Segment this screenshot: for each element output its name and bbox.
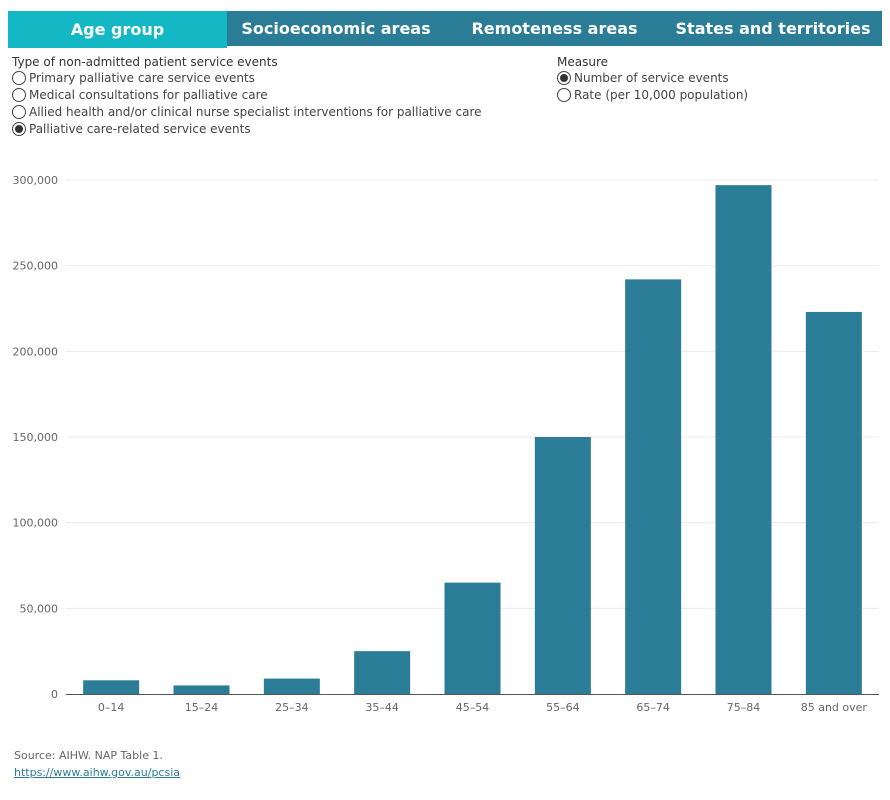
x-tick-label: 75–84 [727,701,761,714]
bar [354,651,411,694]
bar [625,279,682,694]
option-label: Medical consultations for palliative car… [29,88,268,102]
y-tick-label: 300,000 [13,174,59,187]
type-filter-title: Type of non-admitted patient service eve… [12,55,278,69]
source-note: Source: AIHW. NAP Table 1. [14,749,163,762]
view-tabs: Age group Socioeconomic areas Remoteness… [8,11,882,48]
type-option-palliative-related[interactable]: Palliative care-related service events [12,122,251,136]
measure-option-rate[interactable]: Rate (per 10,000 population) [557,88,748,102]
type-option-medical[interactable]: Medical consultations for palliative car… [12,88,268,102]
option-label: Primary palliative care service events [29,71,255,85]
type-option-allied-health[interactable]: Allied health and/or clinical nurse spec… [12,105,482,119]
option-label: Allied health and/or clinical nurse spec… [29,105,482,119]
radio-checked-icon [12,122,26,136]
x-tick-label: 0–14 [98,701,125,714]
x-tick-label: 15–24 [185,701,219,714]
bar [83,680,140,694]
y-tick-label: 50,000 [20,602,59,615]
bar [805,311,862,694]
bar [715,185,772,694]
x-tick-label: 35–44 [365,701,399,714]
tab-states-and-territories[interactable]: States and territories [675,19,871,38]
x-tick-label: 65–74 [636,701,670,714]
type-option-primary[interactable]: Primary palliative care service events [12,71,255,85]
radio-icon [12,105,26,119]
measure-filter-title: Measure [557,55,608,69]
bar-chart: 0 50,000 100,000 150,000 200,000 250,000 300,0… [13,174,879,714]
tab-socioeconomic-areas[interactable]: Socioeconomic areas [241,19,431,38]
option-label: Number of service events [574,71,729,85]
y-tick-label: 0 [51,688,58,701]
option-label: Palliative care-related service events [29,122,251,136]
x-tick-label: 85 and over [801,701,868,714]
bar [173,685,230,694]
radio-checked-icon [557,71,571,85]
source-link-row: https://www.aihw.gov.au/pcsia [14,766,180,779]
radio-icon [12,88,26,102]
radio-icon [557,88,571,102]
x-tick-label: 45–54 [456,701,490,714]
x-tick-label: 25–34 [275,701,309,714]
source-link[interactable]: https://www.aihw.gov.au/pcsia [14,766,180,779]
bar [444,582,501,694]
y-tick-label: 200,000 [13,345,59,358]
radio-icon [12,71,26,85]
x-tick-label: 55–64 [546,701,580,714]
y-tick-label: 150,000 [13,431,59,444]
tab-remoteness-areas[interactable]: Remoteness areas [471,19,638,38]
y-tick-label: 100,000 [13,517,59,530]
bar [263,678,320,694]
y-tick-label: 250,000 [13,260,59,273]
option-label: Rate (per 10,000 population) [574,88,749,102]
measure-option-number[interactable]: Number of service events [557,71,729,85]
bar [534,437,591,694]
tab-age-group[interactable]: Age group [8,11,227,48]
